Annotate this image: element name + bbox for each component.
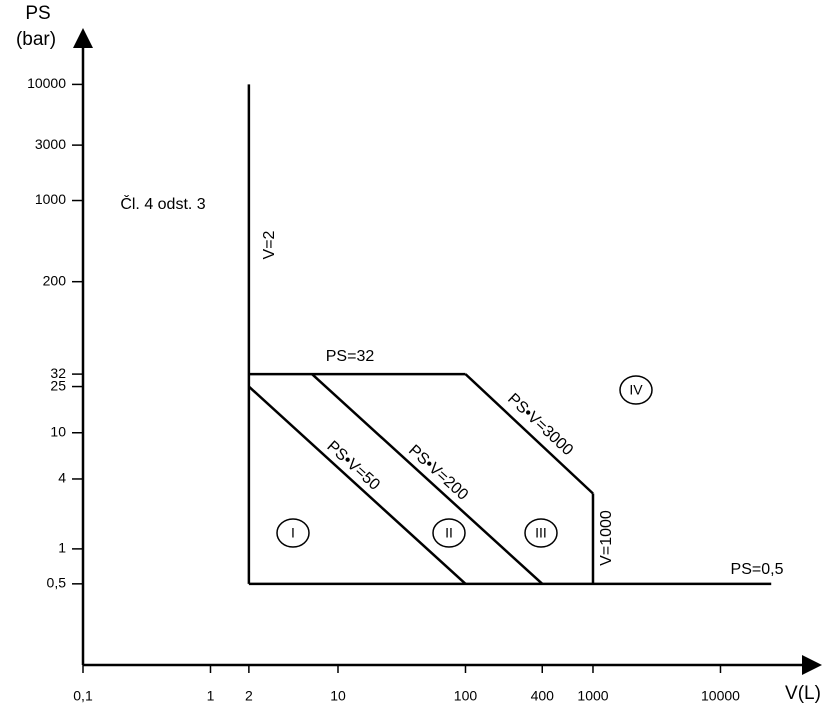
x-tick-label: 2 — [245, 688, 253, 704]
series-label: PS•V=3000 — [504, 390, 576, 459]
annotation: Čl. 4 odst. 3 — [120, 194, 205, 213]
y-tick-label: 0,5 — [47, 575, 67, 591]
series-line — [464, 373, 594, 495]
series-label: PS•V=50 — [323, 438, 383, 494]
y-tick-label: 4 — [58, 470, 66, 486]
x-tick-label: 100 — [454, 688, 478, 704]
series-label: PS=0,5 — [731, 561, 784, 578]
x-tick-label: 10 — [330, 688, 346, 704]
series-line — [248, 385, 467, 585]
region-label: II — [445, 525, 453, 541]
y-axis-unit: (bar) — [16, 29, 56, 50]
series-label: PS•V=200 — [405, 442, 471, 504]
x-tick-label: 400 — [531, 688, 555, 704]
region-label: III — [535, 525, 547, 541]
region-circle — [432, 518, 466, 548]
y-tick-label: 3000 — [35, 136, 66, 152]
region-circle — [524, 518, 558, 548]
y-tick-label: 32 — [50, 365, 66, 381]
region-label: I — [291, 525, 295, 541]
series-label: PS=32 — [326, 348, 375, 365]
x-tick-label: 0,1 — [73, 688, 93, 704]
region-circle — [276, 518, 310, 548]
y-axis-label: PS — [25, 3, 50, 24]
x-tick-label: 1 — [207, 688, 215, 704]
series-label: V=2 — [261, 230, 278, 259]
y-tick-label: 1000 — [35, 191, 66, 207]
series-line — [311, 373, 544, 585]
x-tick-label: 10000 — [701, 688, 740, 704]
y-tick-label: 1 — [58, 540, 66, 556]
y-tick-label: 10000 — [27, 75, 66, 91]
region-circle — [619, 375, 653, 405]
y-tick-label: 200 — [43, 272, 67, 288]
y-tick-label: 25 — [50, 377, 66, 393]
x-tick-label: 1000 — [577, 688, 608, 704]
y-tick-label: 10 — [50, 423, 66, 439]
series-label: V=1000 — [598, 510, 615, 566]
region-label: IV — [629, 382, 643, 398]
x-axis-label: V(L) — [785, 683, 821, 704]
